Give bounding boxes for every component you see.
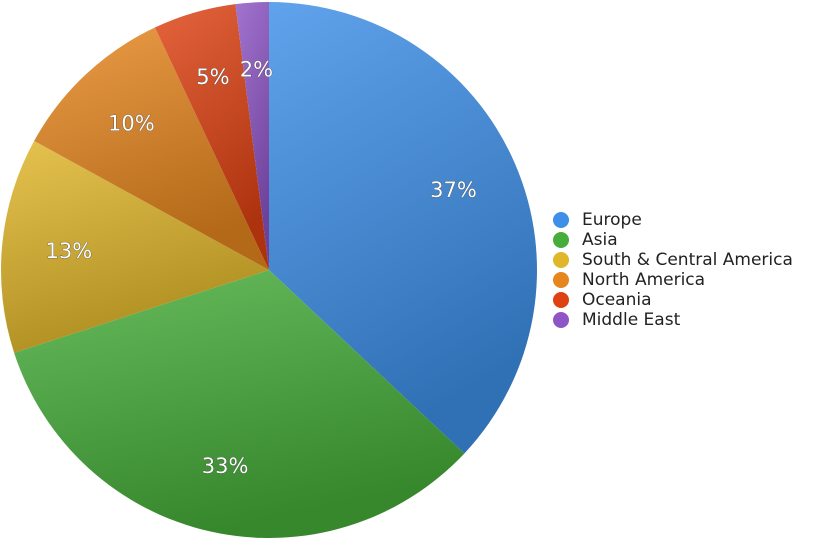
slice-label-oceania: 5% — [196, 65, 229, 89]
legend-marker-asia — [553, 232, 569, 248]
slice-label-europe: 37% — [430, 178, 477, 202]
legend-label-asia: Asia — [582, 230, 618, 250]
pie-slice-north-america — [34, 27, 269, 271]
pie-slice-south-central-america — [1, 140, 269, 353]
legend-label-oceania: Oceania — [582, 290, 652, 310]
slice-label-asia: 33% — [202, 454, 249, 478]
legend-label-north-america: North America — [582, 270, 705, 290]
pie-slice-europe — [269, 2, 537, 454]
legend-marker-middle-east — [553, 312, 569, 328]
legend-label-middle-east: Middle East — [582, 310, 681, 330]
pie-slice-oceania — [154, 4, 269, 271]
slice-label-middle-east: 2% — [240, 57, 273, 81]
pie-slice-asia — [14, 270, 465, 538]
legend-label-europe: Europe — [582, 210, 642, 230]
legend-marker-north-america — [553, 272, 569, 288]
pie-slices — [1, 2, 537, 538]
legend-marker-europe — [553, 212, 569, 228]
legend-label-south-central-america: South & Central America — [582, 250, 793, 270]
slice-label-south-central-america: 13% — [46, 239, 93, 263]
pie-slice-middle-east — [235, 2, 269, 270]
slice-labels: 37% 33% 13% 10% 5% 2% — [45, 57, 477, 478]
legend-marker-oceania — [553, 292, 569, 308]
slice-label-north-america: 10% — [108, 111, 155, 135]
legend-marker-south-central-america — [553, 252, 569, 268]
